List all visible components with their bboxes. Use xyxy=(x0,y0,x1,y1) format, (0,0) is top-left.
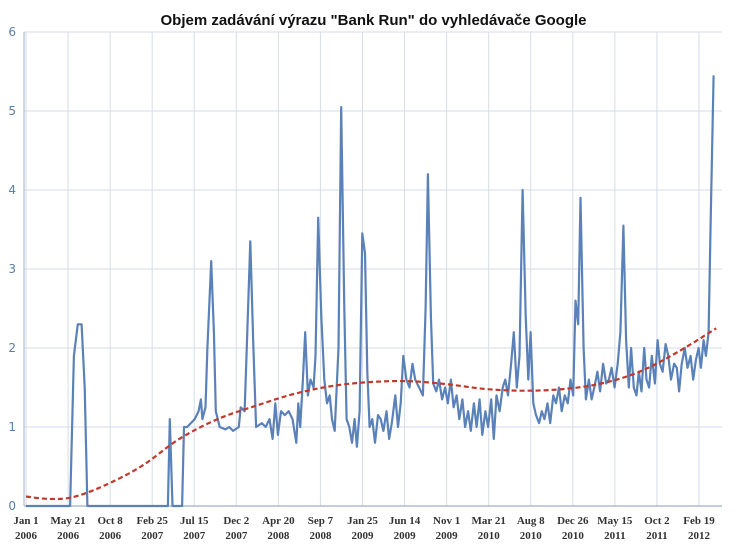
x-tick-year: 2010 xyxy=(478,530,501,542)
y-tick-label: 0 xyxy=(8,499,16,513)
x-tick-year: 2007 xyxy=(225,530,248,542)
x-tick-year: 2012 xyxy=(688,530,711,542)
x-tick-year: 2010 xyxy=(562,530,585,542)
x-tick-year: 2006 xyxy=(99,530,122,542)
x-tick-label: Nov 1 xyxy=(433,515,460,527)
x-tick-year: 2009 xyxy=(436,530,459,542)
x-tick-year: 2007 xyxy=(183,530,206,542)
x-tick-label: Oct 2 xyxy=(644,515,670,527)
y-tick-labels: 0 1 2 3 4 5 6 xyxy=(8,25,16,513)
x-tick-year: 2008 xyxy=(309,530,332,542)
x-tick-label: Mar 21 xyxy=(472,515,506,527)
x-tick-label: May 21 xyxy=(50,515,85,527)
x-tick-label: Feb 25 xyxy=(136,515,168,527)
y-tick-label: 3 xyxy=(8,262,16,276)
x-tick-year: 2010 xyxy=(520,530,543,542)
y-tick-label: 1 xyxy=(8,420,16,434)
y-tick-label: 2 xyxy=(8,341,16,355)
gridlines xyxy=(24,31,722,507)
y-tick-label: 4 xyxy=(8,183,16,197)
x-tick-label: Dec 26 xyxy=(557,515,589,527)
x-tick-year: 2011 xyxy=(646,530,667,542)
x-tick-year: 2009 xyxy=(352,530,375,542)
y-tick-label: 6 xyxy=(8,25,16,39)
x-tick-label: Jan 1 xyxy=(13,515,38,527)
x-tick-year: 2008 xyxy=(267,530,290,542)
search-volume-line xyxy=(26,75,715,508)
x-tick-year: 2006 xyxy=(15,530,38,542)
x-tick-year: 2006 xyxy=(57,530,80,542)
x-tick-label: Feb 19 xyxy=(683,515,715,527)
chart-title: Objem zadávání výrazu "Bank Run" do vyhl… xyxy=(160,12,587,29)
x-tick-label: Apr 20 xyxy=(262,515,295,527)
x-tick-label: Dec 2 xyxy=(223,515,249,527)
x-tick-label: Oct 8 xyxy=(97,515,123,527)
trend-line xyxy=(25,327,717,501)
y-tick-label: 5 xyxy=(8,104,16,118)
x-tick-label: Jan 25 xyxy=(347,515,378,527)
x-tick-year: 2009 xyxy=(394,530,417,542)
x-tick-label: Aug 8 xyxy=(517,515,545,527)
x-tick-label: Jun 14 xyxy=(389,515,421,527)
x-tick-labels: Jan 1 2006 May 21 2006 Oct 8 2006 Feb 25 2007 Ju… xyxy=(13,515,715,542)
x-tick-year: 2007 xyxy=(141,530,164,542)
series-lines xyxy=(25,75,717,508)
x-tick-year: 2011 xyxy=(604,530,625,542)
x-tick-label: Jul 15 xyxy=(180,515,209,527)
x-tick-label: Sep 7 xyxy=(308,515,334,527)
x-tick-label: May 15 xyxy=(597,515,633,527)
